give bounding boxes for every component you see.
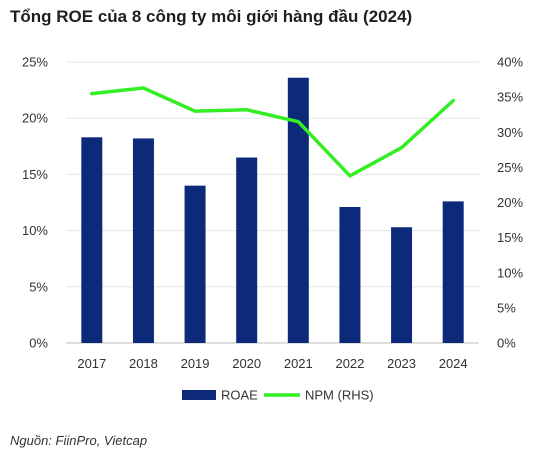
chart-title: Tổng ROE của 8 công ty môi giới hàng đầu… bbox=[10, 7, 413, 26]
legend-swatch-roae bbox=[182, 390, 216, 400]
y-right-tick-label: 40% bbox=[497, 55, 523, 70]
legend-label-npm: NPM (RHS) bbox=[305, 388, 374, 403]
y-left-tick-label: 5% bbox=[29, 279, 48, 294]
line-point-npm-2023 bbox=[400, 146, 404, 150]
line-point-npm-2024 bbox=[451, 99, 455, 103]
x-tick-label: 2022 bbox=[335, 356, 364, 371]
y-left-tick-label: 0% bbox=[29, 336, 48, 351]
y-left-tick-label: 15% bbox=[22, 167, 48, 182]
line-point-npm-2017 bbox=[90, 92, 94, 96]
line-point-npm-2019 bbox=[193, 109, 197, 113]
x-tick-label: 2019 bbox=[181, 356, 210, 371]
line-npm bbox=[90, 86, 455, 178]
x-tick-label: 2023 bbox=[387, 356, 416, 371]
bar-roae-2019 bbox=[184, 185, 206, 343]
y-right-tick-label: 0% bbox=[497, 336, 516, 351]
legend-label-roae: ROAE bbox=[221, 388, 258, 403]
bar-roae-2022 bbox=[339, 206, 361, 343]
bar-roae-2018 bbox=[132, 138, 154, 343]
bar-series-roae bbox=[81, 77, 464, 344]
y-left-tick-label: 20% bbox=[22, 111, 48, 126]
x-tick-label: 2021 bbox=[284, 356, 313, 371]
y-right-tick-label: 5% bbox=[497, 300, 516, 315]
legend: ROAE NPM (RHS) bbox=[182, 388, 374, 403]
x-axis: 2017 2018 2019 2020 2021 2022 2023 2024 bbox=[77, 356, 467, 371]
y-right-tick-label: 10% bbox=[497, 265, 523, 280]
bar-roae-2024 bbox=[442, 201, 464, 343]
line-point-npm-2018 bbox=[141, 86, 145, 90]
bar-roae-2023 bbox=[391, 227, 413, 343]
x-tick-label: 2024 bbox=[439, 356, 468, 371]
y-right-tick-label: 15% bbox=[497, 230, 523, 245]
bar-roae-2020 bbox=[236, 157, 258, 343]
y-right-tick-label: 20% bbox=[497, 195, 523, 210]
line-point-npm-2021 bbox=[296, 120, 300, 124]
x-tick-label: 2020 bbox=[232, 356, 261, 371]
y-left-tick-label: 10% bbox=[22, 223, 48, 238]
x-tick-label: 2017 bbox=[77, 356, 106, 371]
y-axis-left: 0% 5% 10% 15% 20% 25% bbox=[22, 55, 48, 351]
y-left-tick-label: 25% bbox=[22, 55, 48, 70]
bar-roae-2017 bbox=[81, 137, 103, 343]
line-point-npm-2022 bbox=[348, 174, 352, 178]
y-right-tick-label: 30% bbox=[497, 125, 523, 140]
y-right-tick-label: 35% bbox=[497, 90, 523, 105]
line-series-npm bbox=[90, 86, 455, 178]
y-right-tick-label: 25% bbox=[497, 160, 523, 175]
x-tick-label: 2018 bbox=[129, 356, 158, 371]
gridlines bbox=[66, 61, 479, 344]
line-point-npm-2020 bbox=[245, 108, 249, 112]
source-note: Nguồn: FiinPro, Vietcap bbox=[10, 433, 148, 448]
y-axis-right: 0% 5% 10% 15% 20% 25% 30% 35% 40% bbox=[497, 55, 523, 351]
bar-roae-2021 bbox=[287, 77, 309, 344]
